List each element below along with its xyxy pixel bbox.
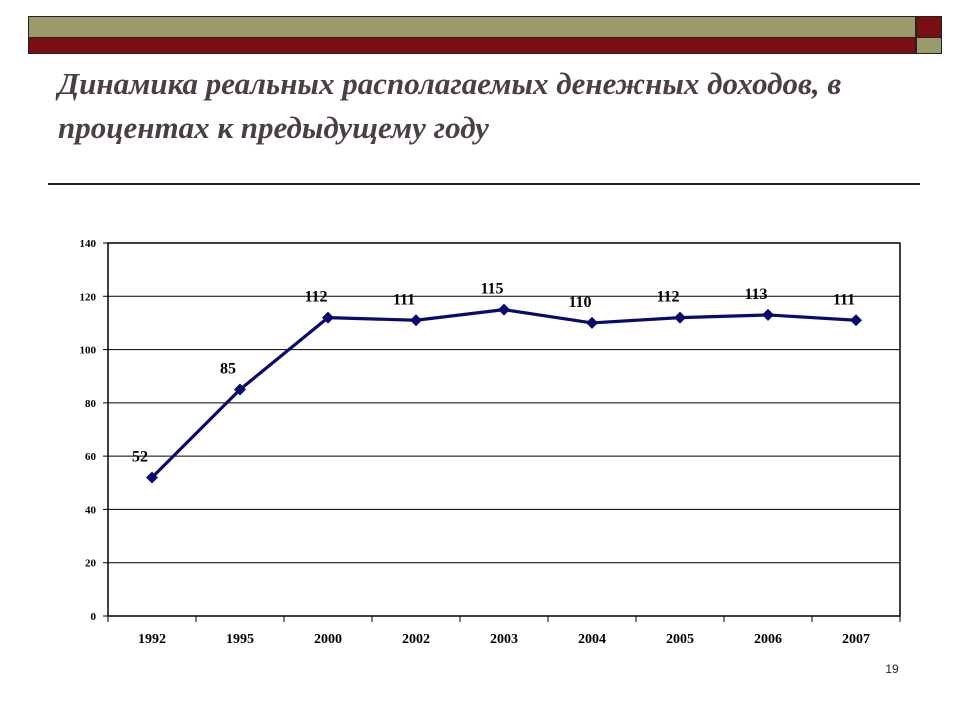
page-number: 19 — [885, 662, 899, 676]
data-label: 52 — [132, 448, 148, 465]
x-tick-label: 2004 — [578, 632, 606, 647]
header-bar-olive — [28, 16, 916, 38]
data-point — [234, 383, 246, 396]
header-corner-olive — [916, 38, 942, 54]
data-label: 113 — [744, 286, 767, 303]
data-label: 112 — [656, 289, 679, 306]
data-label: 110 — [568, 294, 591, 311]
y-tick-label: 120 — [80, 291, 97, 303]
y-tick-label: 40 — [85, 504, 97, 516]
y-tick-label: 20 — [85, 558, 97, 570]
data-label: 85 — [220, 361, 236, 378]
x-tick-label: 2000 — [314, 632, 342, 647]
x-tick-label: 1992 — [138, 632, 166, 647]
data-point — [322, 311, 334, 324]
y-tick-label: 100 — [80, 345, 97, 357]
header-bar-red — [28, 38, 916, 54]
y-tick-label: 0 — [91, 611, 97, 623]
data-point — [498, 303, 510, 316]
x-tick-label: 2002 — [402, 632, 430, 647]
data-point — [586, 316, 598, 329]
data-point — [146, 471, 158, 484]
header-corner-red — [916, 16, 942, 38]
x-tick-label: 2003 — [490, 632, 518, 647]
x-tick-label: 1995 — [226, 632, 254, 647]
x-tick-label: 2006 — [754, 632, 782, 647]
data-point — [674, 311, 686, 324]
data-point — [850, 314, 862, 327]
y-tick-label: 80 — [85, 398, 97, 410]
plot-area — [107, 242, 901, 617]
data-label: 115 — [480, 281, 503, 298]
data-label: 112 — [304, 289, 327, 306]
data-label: 111 — [833, 291, 855, 308]
y-tick-label: 60 — [85, 451, 97, 463]
y-tick-label: 140 — [80, 238, 97, 250]
title-divider — [48, 183, 920, 185]
data-point — [762, 308, 774, 321]
data-point — [410, 314, 422, 327]
x-tick-label: 2007 — [842, 632, 870, 647]
x-tick-label: 2005 — [666, 632, 694, 647]
data-label: 111 — [393, 291, 415, 308]
series-line — [150, 308, 857, 479]
slide-title: Динамика реальных располагаемых денежных… — [58, 66, 842, 145]
